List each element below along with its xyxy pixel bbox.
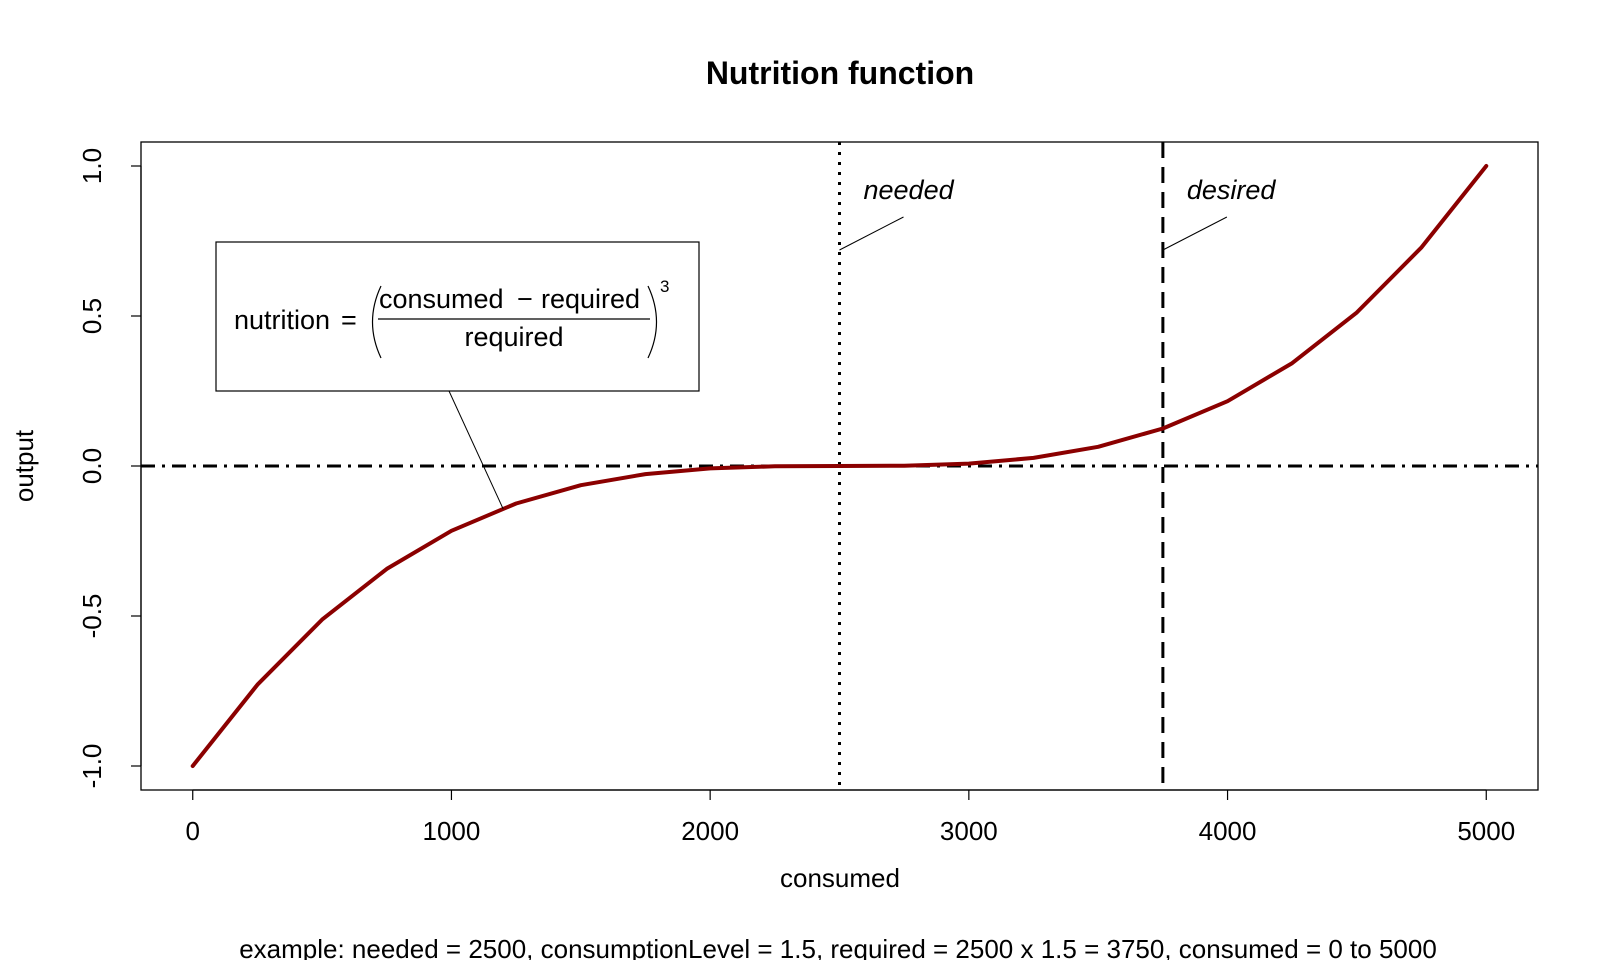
x-tick-label: 2000 xyxy=(681,816,739,846)
ref-label-desired: desired xyxy=(1187,175,1277,205)
x-tick-label: 0 xyxy=(186,816,200,846)
y-tick-label: -0.5 xyxy=(77,594,107,639)
x-axis-label: consumed xyxy=(780,863,900,893)
y-axis-label: output xyxy=(9,429,39,502)
reference-lines: needed desired xyxy=(141,142,1538,790)
formula-exponent: 3 xyxy=(660,277,669,296)
formula-left-paren xyxy=(372,285,382,359)
x-axis: 0 1000 2000 3000 4000 5000 xyxy=(186,789,1515,846)
nutrition-curve xyxy=(190,164,1489,768)
footnote: example: needed = 2500, consumptionLevel… xyxy=(239,934,1437,960)
formula-denominator: required xyxy=(464,322,563,352)
formula-lhs: nutrition xyxy=(234,305,330,335)
ref-label-pointer xyxy=(1162,216,1228,251)
x-tick-label: 5000 xyxy=(1457,816,1515,846)
x-tick-label: 3000 xyxy=(940,816,998,846)
x-tick-label: 4000 xyxy=(1199,816,1257,846)
y-tick-label: -1.0 xyxy=(77,744,107,789)
y-tick-label: 0.5 xyxy=(77,298,107,334)
chart-title: Nutrition function xyxy=(706,55,974,91)
formula-box: nutrition = consumed − required required… xyxy=(215,241,700,510)
formula-minus: − xyxy=(517,284,533,314)
formula-right-paren xyxy=(647,285,657,359)
formula-numerator-left: consumed xyxy=(379,284,504,314)
y-tick-label: 0.0 xyxy=(77,448,107,484)
formula-pointer-line xyxy=(448,390,504,510)
ref-label-needed: needed xyxy=(864,175,955,205)
y-axis: -1.0 -0.5 0.0 0.5 1.0 xyxy=(77,148,142,789)
formula-numerator-right: required xyxy=(541,284,640,314)
formula-equals: = xyxy=(341,305,357,335)
series-layer xyxy=(190,164,1489,768)
ref-label-pointer xyxy=(839,216,904,251)
x-tick-label: 1000 xyxy=(423,816,481,846)
formula-frame xyxy=(215,241,700,392)
y-tick-label: 1.0 xyxy=(77,148,107,184)
